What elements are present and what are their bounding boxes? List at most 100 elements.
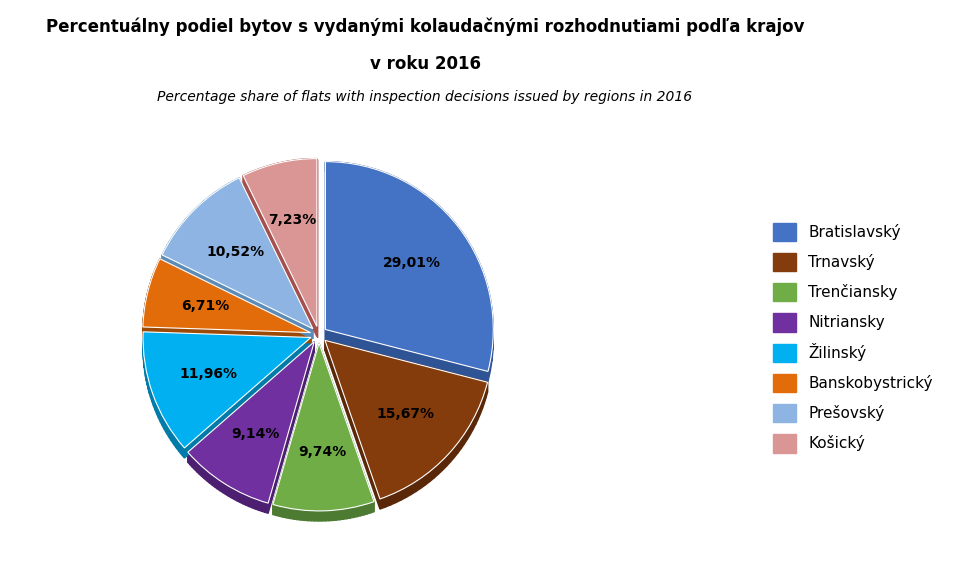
Polygon shape: [229, 182, 233, 193]
Polygon shape: [174, 434, 176, 448]
Wedge shape: [162, 178, 313, 329]
Polygon shape: [187, 342, 314, 462]
Polygon shape: [475, 409, 478, 424]
Polygon shape: [265, 502, 269, 513]
Polygon shape: [174, 232, 176, 245]
Polygon shape: [241, 492, 243, 504]
Text: Percentuálny podiel bytov s vydanými kolaudačnými rozhodnutiami podľa krajov: Percentuálny podiel bytov s vydanými kol…: [45, 17, 805, 36]
Polygon shape: [303, 159, 306, 169]
Polygon shape: [243, 175, 245, 186]
Polygon shape: [233, 180, 236, 191]
Polygon shape: [263, 167, 265, 178]
Polygon shape: [202, 466, 205, 478]
Polygon shape: [183, 220, 185, 233]
Polygon shape: [207, 471, 210, 483]
Polygon shape: [347, 508, 350, 519]
Polygon shape: [219, 187, 222, 200]
Polygon shape: [169, 238, 171, 251]
Polygon shape: [253, 171, 255, 182]
Polygon shape: [454, 443, 458, 458]
Polygon shape: [259, 500, 262, 511]
Polygon shape: [164, 420, 166, 434]
Polygon shape: [210, 194, 213, 206]
Polygon shape: [162, 255, 313, 339]
Polygon shape: [147, 375, 148, 389]
Wedge shape: [143, 259, 311, 333]
Polygon shape: [357, 506, 360, 517]
Polygon shape: [415, 478, 420, 492]
Polygon shape: [190, 211, 193, 224]
Polygon shape: [468, 240, 472, 259]
Polygon shape: [378, 170, 387, 183]
Text: Percentage share of flats with inspection decisions issued by regions in 2016: Percentage share of flats with inspectio…: [157, 90, 693, 104]
Polygon shape: [343, 509, 347, 519]
Polygon shape: [213, 475, 214, 487]
Polygon shape: [256, 499, 259, 510]
Polygon shape: [290, 509, 294, 519]
Polygon shape: [157, 261, 158, 274]
Polygon shape: [171, 431, 174, 444]
Polygon shape: [360, 505, 364, 516]
Polygon shape: [151, 388, 152, 402]
Polygon shape: [434, 464, 439, 478]
Polygon shape: [272, 164, 275, 175]
Polygon shape: [197, 462, 199, 474]
Polygon shape: [287, 508, 290, 519]
Polygon shape: [470, 420, 473, 434]
Polygon shape: [367, 503, 371, 514]
Polygon shape: [158, 259, 159, 271]
Polygon shape: [332, 510, 336, 520]
Polygon shape: [190, 455, 192, 467]
Text: 15,67%: 15,67%: [376, 407, 434, 421]
Polygon shape: [260, 168, 263, 179]
Polygon shape: [167, 242, 169, 255]
Polygon shape: [236, 178, 240, 190]
Polygon shape: [291, 160, 294, 171]
Polygon shape: [326, 510, 329, 521]
Polygon shape: [396, 490, 401, 503]
Polygon shape: [312, 159, 314, 169]
Polygon shape: [300, 510, 304, 520]
Text: 9,74%: 9,74%: [298, 445, 346, 459]
Polygon shape: [286, 161, 288, 172]
Polygon shape: [198, 203, 201, 216]
Polygon shape: [181, 223, 183, 236]
Polygon shape: [433, 200, 440, 217]
Polygon shape: [214, 477, 217, 489]
Text: 11,96%: 11,96%: [179, 367, 237, 381]
Polygon shape: [492, 308, 493, 329]
Polygon shape: [315, 511, 319, 521]
Polygon shape: [488, 361, 491, 381]
Polygon shape: [298, 159, 301, 170]
Polygon shape: [306, 159, 309, 169]
Polygon shape: [390, 492, 396, 505]
Polygon shape: [480, 399, 482, 414]
Polygon shape: [347, 163, 356, 175]
Polygon shape: [272, 505, 276, 516]
Polygon shape: [248, 172, 250, 183]
Wedge shape: [326, 162, 494, 371]
Polygon shape: [187, 214, 190, 227]
Polygon shape: [473, 414, 475, 430]
Polygon shape: [201, 201, 204, 214]
Polygon shape: [448, 215, 455, 233]
Polygon shape: [458, 439, 461, 453]
Text: 7,23%: 7,23%: [269, 213, 317, 227]
Wedge shape: [272, 343, 374, 511]
Polygon shape: [439, 460, 442, 474]
Polygon shape: [465, 429, 468, 444]
Polygon shape: [339, 509, 343, 520]
Polygon shape: [272, 343, 319, 514]
Polygon shape: [176, 438, 179, 451]
Polygon shape: [178, 226, 181, 239]
Legend: Bratislavský, Trnavský, Trenčiansky, Nitriansky, Žilinský, Banskobystrický, Preš: Bratislavský, Trnavský, Trenčiansky, Nit…: [767, 217, 939, 459]
Polygon shape: [294, 509, 298, 520]
Polygon shape: [430, 468, 434, 482]
Polygon shape: [245, 173, 248, 184]
Polygon shape: [276, 505, 280, 516]
Polygon shape: [283, 162, 286, 172]
Polygon shape: [156, 404, 158, 418]
Polygon shape: [288, 161, 291, 171]
Wedge shape: [143, 332, 311, 448]
Polygon shape: [450, 448, 454, 462]
